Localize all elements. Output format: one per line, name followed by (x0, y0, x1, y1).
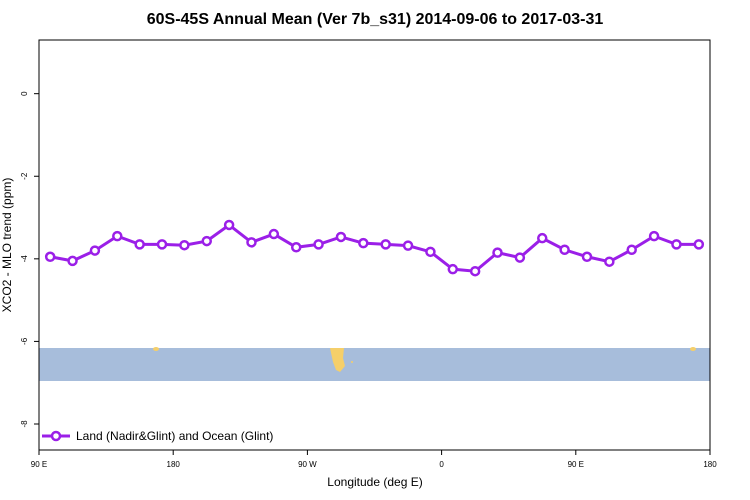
data-point (648, 230, 660, 242)
data-point (537, 232, 548, 244)
data-point (559, 244, 570, 255)
data-point (380, 239, 391, 250)
x-tick-label: 90 E (31, 460, 47, 469)
y-tick-label: -6 (20, 337, 29, 345)
land-patch (351, 361, 353, 363)
data-point (112, 230, 123, 242)
y-tick-label: -2 (20, 172, 29, 180)
x-axis-label: Longitude (deg E) (327, 475, 422, 489)
chart-title: 60S-45S Annual Mean (Ver 7b_s31) 2014-09… (147, 11, 604, 28)
x-tick-label: 180 (703, 460, 717, 469)
y-tick-label: 0 (20, 91, 29, 96)
data-point (201, 235, 212, 247)
plot-frame (38, 39, 711, 451)
x-tick-label: 90 E (568, 460, 584, 469)
data-point (402, 240, 414, 251)
y-axis-label: XCO2 - MLO trend (ppm) (0, 178, 14, 313)
data-point (335, 231, 347, 243)
data-point (447, 263, 459, 275)
legend-label: Land (Nadir&Glint) and Ocean (Glint) (76, 429, 273, 443)
data-point (693, 239, 705, 250)
land-patch (153, 347, 159, 351)
map-strip (39, 347, 710, 381)
data-point (156, 239, 168, 250)
data-point (44, 251, 56, 263)
data-point (134, 239, 145, 250)
data-point (89, 245, 101, 256)
data-point (358, 237, 369, 249)
data-point (671, 239, 682, 250)
data-point (626, 244, 637, 255)
data-point (67, 255, 78, 267)
legend-marker (50, 430, 62, 442)
x-tick-label: 0 (439, 460, 444, 469)
data-line (49, 223, 699, 273)
y-tick-label: -8 (20, 420, 29, 428)
data-point (268, 228, 280, 240)
legend: Land (Nadir&Glint) and Ocean (Glint) (42, 429, 273, 443)
data-point (604, 256, 615, 267)
data-point (425, 246, 436, 258)
data-point (514, 252, 526, 263)
data-point (469, 265, 481, 277)
data-point (246, 237, 257, 248)
data-point (492, 247, 503, 258)
data-point (581, 251, 593, 263)
x-tick-label: 180 (167, 460, 181, 469)
y-tick-label: -4 (20, 255, 29, 263)
x-tick-label: 90 W (298, 460, 317, 469)
data-point (179, 239, 190, 251)
land-patch (330, 348, 345, 372)
data-point (223, 219, 235, 231)
data-point (313, 239, 324, 250)
land-patch (690, 347, 696, 351)
ocean-band (39, 348, 710, 381)
data-point (290, 242, 302, 253)
